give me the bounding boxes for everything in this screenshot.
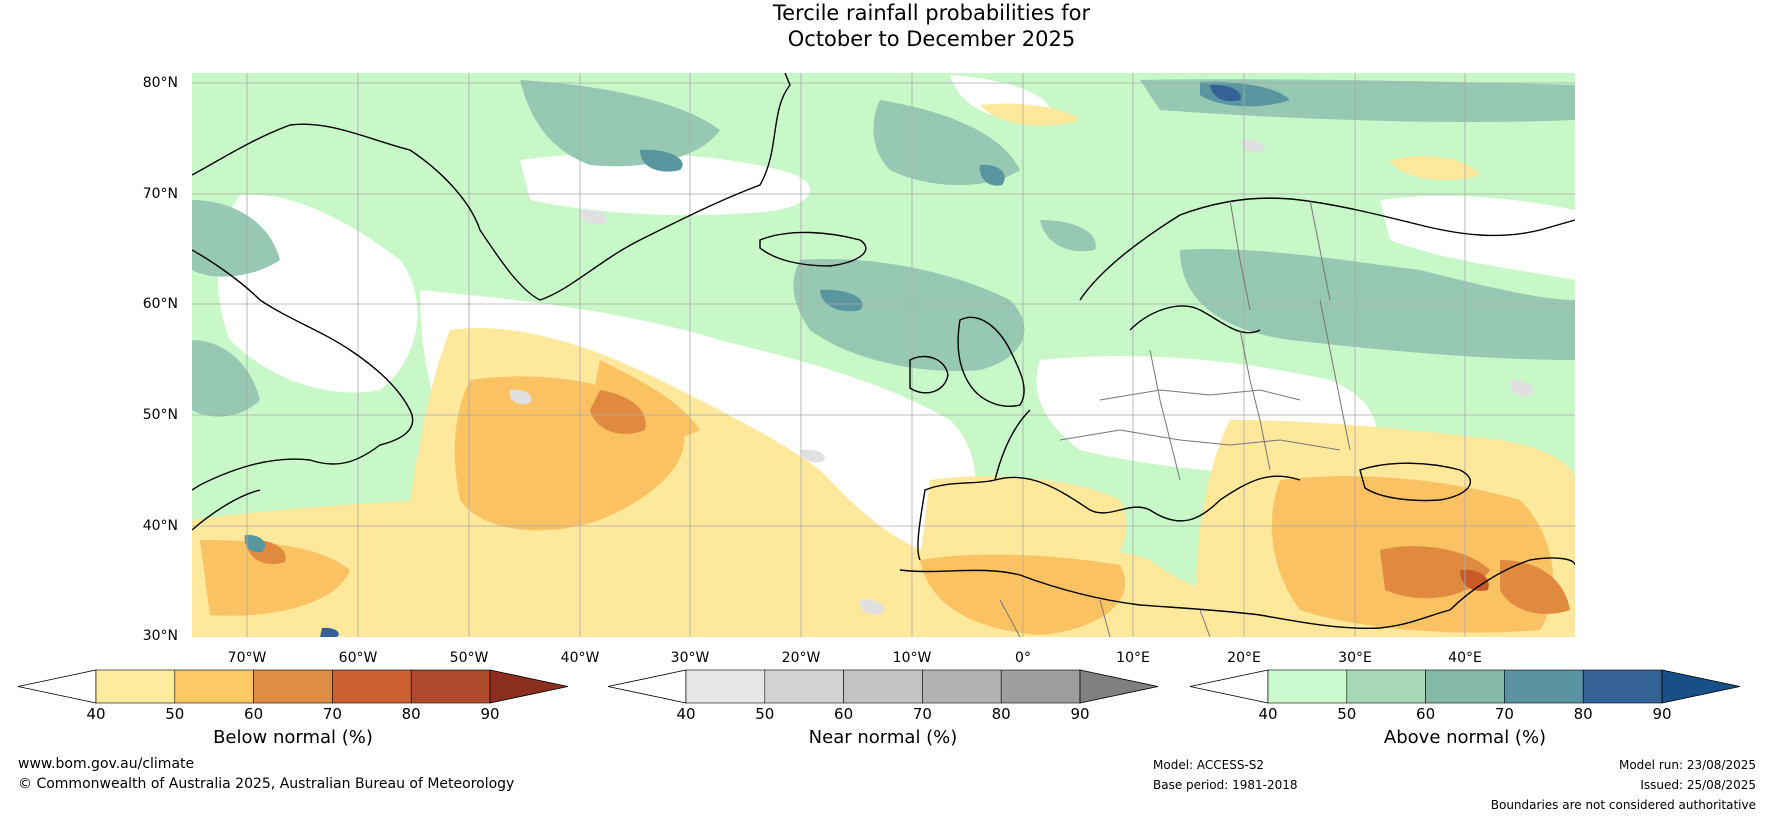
lat-label-40n: 40°N <box>142 518 178 534</box>
lat-label-70n: 70°N <box>142 186 178 202</box>
lon-label-30w: 30°W <box>670 650 710 666</box>
boundaries-disclaimer: Boundaries are not considered authoritat… <box>1490 798 1756 812</box>
colorbar-high-extend <box>489 669 569 704</box>
baltic-coast <box>1129 305 1261 334</box>
colorbar-high-extend <box>1661 669 1741 704</box>
title-line-2: October to December 2025 <box>787 27 1076 51</box>
title-line-1: Tercile rainfall probabilities for <box>772 1 1091 25</box>
colorbar-tick: 70 <box>322 705 342 723</box>
colorbar-tick: 90 <box>1070 705 1090 723</box>
country-borders <box>999 199 1351 637</box>
colorbar-segment-4 <box>410 669 491 704</box>
europe-west-coast <box>917 409 1031 561</box>
colorbar-tick: 90 <box>1652 705 1672 723</box>
model-name: Model: ACCESS-S2 <box>1153 758 1265 772</box>
iceland-coast <box>759 231 867 267</box>
colorbar-segment-0 <box>95 669 176 704</box>
ireland-coast <box>909 355 949 394</box>
greenland-coast <box>192 73 791 301</box>
colorbar-0 <box>17 669 569 704</box>
below-normal-70 <box>245 390 1570 614</box>
colorbar-title: Near normal (%) <box>808 727 958 748</box>
colorbar-tick: 80 <box>991 705 1011 723</box>
lat-label-60n: 60°N <box>142 296 178 312</box>
colorbar-low-extend <box>1189 669 1269 704</box>
issued-date: Issued: 25/08/2025 <box>1640 778 1756 792</box>
model-run-date: Model run: 23/08/2025 <box>1618 758 1756 772</box>
colorbar-tick: 50 <box>1337 705 1357 723</box>
colorbar-2 <box>1189 669 1741 704</box>
mediterranean-north <box>994 475 1301 522</box>
africa-north-coast <box>899 569 1451 629</box>
colorbar-segment-4 <box>1582 669 1663 704</box>
colorbar-segment-3 <box>1504 669 1584 704</box>
colorbar-segment-4 <box>1000 669 1081 704</box>
colorbar-tick: 40 <box>1258 705 1278 723</box>
above-normal-80 <box>320 84 1241 637</box>
colorbar-tick: 60 <box>1416 705 1436 723</box>
colorbar-segment-2 <box>1425 669 1505 704</box>
north-america-coast <box>192 489 261 531</box>
middle-east-coast <box>1449 557 1575 611</box>
colorbar-tick: 90 <box>480 705 500 723</box>
colorbar-tick: 60 <box>834 705 854 723</box>
colorbar-segment-0 <box>685 669 766 704</box>
below-normal-80 <box>1460 569 1489 591</box>
colorbar-segment-1 <box>764 669 844 704</box>
colorbar-tick: 50 <box>755 705 775 723</box>
colorbar-1 <box>607 669 1159 704</box>
colorbar-tick: 70 <box>1494 705 1514 723</box>
website-link[interactable]: www.bom.gov.au/climate <box>18 756 195 772</box>
colorbar-segment-0 <box>1267 669 1348 704</box>
lat-label-30n: 30°N <box>142 628 178 644</box>
coastlines <box>192 73 1575 629</box>
lon-label-30e: 30°E <box>1338 650 1372 666</box>
scandinavia-coast <box>1079 197 1575 301</box>
colorbar-tick: 80 <box>1573 705 1593 723</box>
colorbar-tick: 40 <box>676 705 696 723</box>
colorbar-title: Above normal (%) <box>1383 727 1547 748</box>
lat-label-50n: 50°N <box>142 407 178 423</box>
colorbar-low-extend <box>607 669 687 704</box>
british-isles-coast <box>957 316 1025 407</box>
lat-label-80n: 80°N <box>142 75 178 91</box>
lon-label-0: 0° <box>1015 650 1031 666</box>
near-normal-50 <box>509 139 1534 615</box>
lon-label-70w: 70°W <box>227 650 267 666</box>
above-normal-60 <box>192 79 1575 417</box>
colorbar-segment-2 <box>843 669 923 704</box>
colorbar-title: Below normal (%) <box>213 727 373 748</box>
colorbar-tick: 40 <box>86 705 106 723</box>
lon-label-20w: 20°W <box>781 650 821 666</box>
colorbar-high-extend <box>1079 669 1159 704</box>
colorbar-segment-1 <box>1346 669 1426 704</box>
chart-title: Tercile rainfall probabilities for Octob… <box>0 0 1770 52</box>
lon-label-60w: 60°W <box>338 650 378 666</box>
colorbar-tick: 80 <box>401 705 421 723</box>
lon-label-40e: 40°E <box>1448 650 1482 666</box>
colorbar-tick: 60 <box>244 705 264 723</box>
colorbar-segment-3 <box>332 669 412 704</box>
colorbar-tick: 50 <box>165 705 185 723</box>
lon-label-40w: 40°W <box>560 650 600 666</box>
black-sea-coast <box>1359 462 1472 502</box>
lon-label-10w: 10°W <box>892 650 932 666</box>
copyright-text: © Commonwealth of Australia 2025, Austra… <box>18 776 515 792</box>
colorbar-tick: 70 <box>912 705 932 723</box>
gridlines <box>192 73 1575 637</box>
colorbar-segment-2 <box>253 669 333 704</box>
colorbar-segment-3 <box>922 669 1002 704</box>
lon-label-50w: 50°W <box>449 650 489 666</box>
lon-label-20e: 20°E <box>1227 650 1261 666</box>
canada-coast <box>192 249 414 491</box>
base-period: Base period: 1981-2018 <box>1153 778 1298 792</box>
lon-label-10e: 10°E <box>1116 650 1150 666</box>
colorbar-low-extend <box>17 669 97 704</box>
colorbar-segment-1 <box>174 669 254 704</box>
